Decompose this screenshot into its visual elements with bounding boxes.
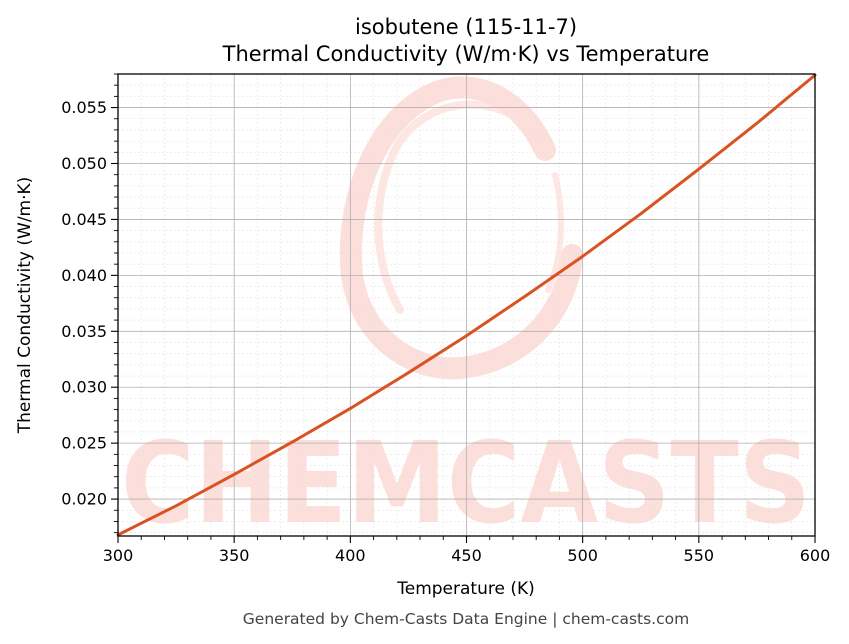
series-layer [116,73,817,537]
y-tick-label: 0.045 [61,210,107,229]
x-tick-label: 400 [335,546,366,565]
y-axis-label: Thermal Conductivity (W/m·K) [15,177,35,435]
y-axis-ticks: 0.020 0.025 0.030 0.035 0.040 0.045 0.050 0.055 [61,73,118,534]
series-line [116,73,817,537]
footer-credit: Generated by Chem-Casts Data Engine | ch… [243,610,689,628]
y-tick-label: 0.030 [61,378,107,397]
x-axis-ticks: 300 350 400 450 500 550 600 [103,536,831,565]
x-axis-label: Temperature (K) [396,579,535,599]
chart-title: isobutene (115-11-7) [355,15,577,39]
y-tick-label: 0.055 [61,98,107,117]
y-tick-label: 0.050 [61,154,107,173]
watermark: CHEMCASTS [121,76,811,549]
y-tick-label: 0.035 [61,322,107,341]
watermark-swirl-icon [339,76,583,380]
y-tick-label: 0.020 [61,490,107,509]
chart-subtitle: Thermal Conductivity (W/m·K) vs Temperat… [222,42,710,66]
x-tick-label: 300 [103,546,134,565]
x-tick-label: 600 [800,546,831,565]
x-tick-label: 500 [567,546,598,565]
y-tick-label: 0.040 [61,266,107,285]
y-tick-label: 0.025 [61,434,107,453]
x-tick-label: 550 [684,546,715,565]
x-tick-label: 350 [219,546,250,565]
x-tick-label: 450 [451,546,482,565]
watermark-text: CHEMCASTS [121,419,811,549]
